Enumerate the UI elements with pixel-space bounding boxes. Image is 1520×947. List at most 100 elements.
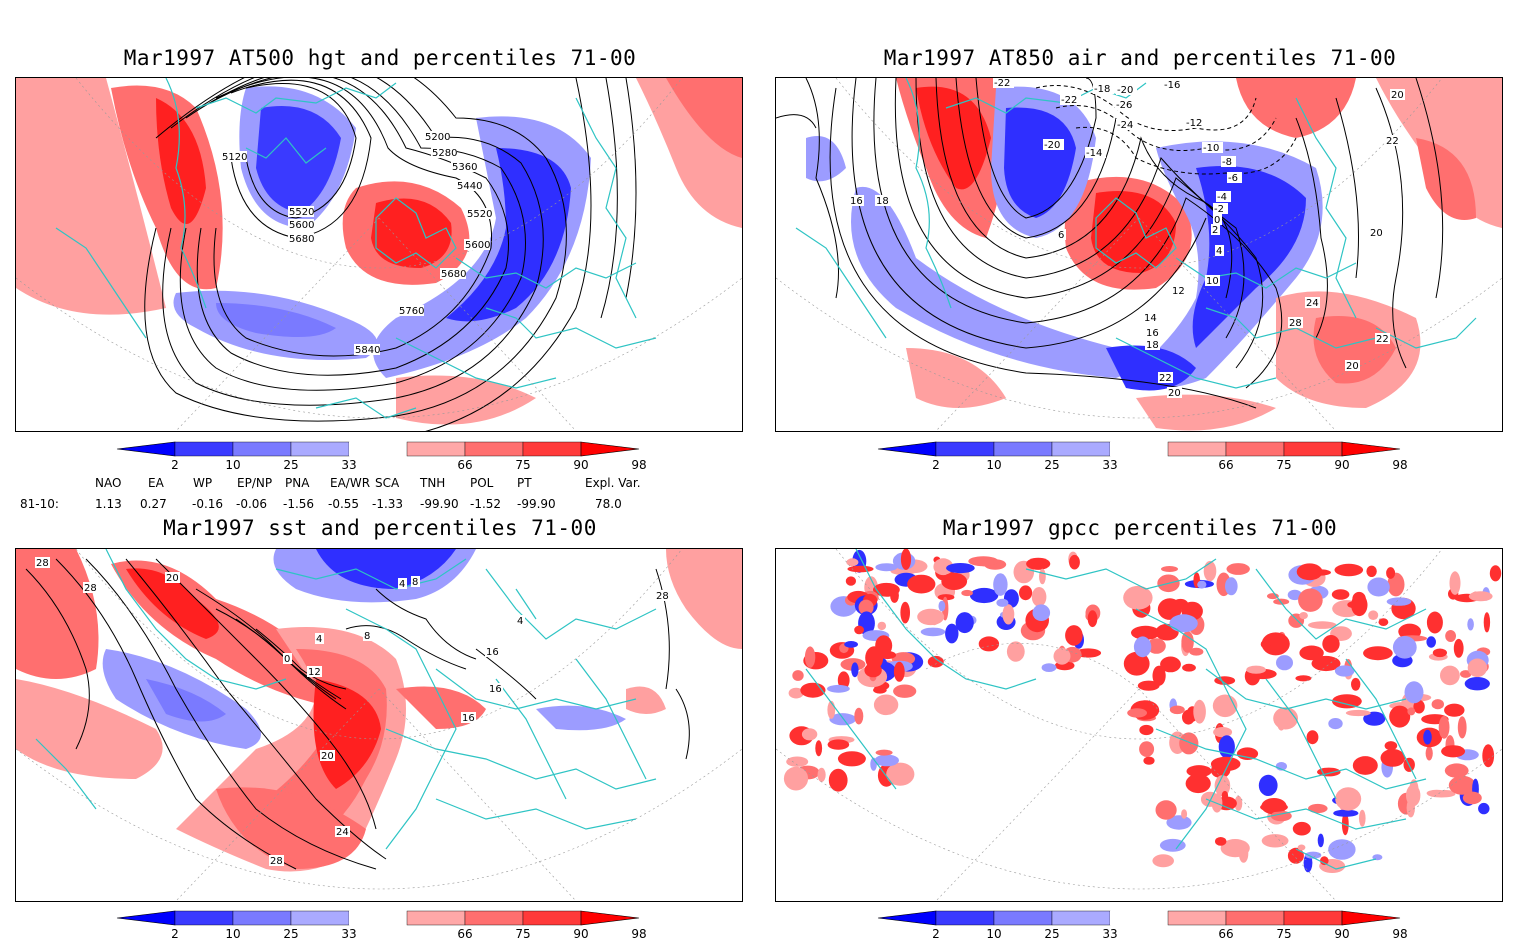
contour-label: -10 bbox=[1203, 143, 1219, 154]
contour-label: 22 bbox=[1159, 373, 1172, 384]
colorbar-segment bbox=[1110, 911, 1168, 925]
index-header: EA/WR bbox=[330, 476, 371, 490]
colorbar-hgt: 2 10 25 33 66 75 90 98 bbox=[115, 438, 647, 478]
colorbar-segment bbox=[349, 442, 407, 456]
contour-label: 6 bbox=[1058, 230, 1064, 241]
contour-label: 22 bbox=[1376, 334, 1389, 345]
colorbar-segment bbox=[935, 441, 995, 457]
colorbar-segment bbox=[232, 441, 292, 457]
contour-label: 5600 bbox=[465, 240, 490, 251]
colorbar-segment bbox=[232, 910, 292, 926]
colorbar-tick-label: 25 bbox=[283, 458, 298, 472]
contour-label: 5840 bbox=[355, 345, 380, 356]
colorbar-arrow-low bbox=[877, 910, 937, 926]
contour-label: 20 bbox=[1391, 90, 1404, 101]
colorbar-tick-label: 75 bbox=[1276, 458, 1291, 472]
contour-label: 5200 bbox=[425, 132, 450, 143]
panel-title-gpcc: Mar1997 gpcc percentiles 71-00 bbox=[942, 516, 1338, 540]
indices-row-label: 81-10: bbox=[20, 497, 59, 511]
contour-label: 5680 bbox=[441, 269, 466, 280]
index-header: PT bbox=[517, 476, 532, 490]
index-value: -99.90 bbox=[517, 497, 556, 511]
colorbar-segment bbox=[174, 910, 234, 926]
contour-label: -8 bbox=[1222, 157, 1232, 168]
index-header: Expl. Var. bbox=[585, 476, 641, 490]
contour-label: 5760 bbox=[399, 306, 424, 317]
contour-label: -4 bbox=[1217, 192, 1227, 203]
index-header: SCA bbox=[375, 476, 400, 490]
colorbar-tick-label: 10 bbox=[986, 927, 1001, 941]
colorbar-tick-label: 75 bbox=[515, 927, 530, 941]
contour-label: 28 bbox=[270, 856, 283, 867]
colorbar-segment bbox=[1110, 442, 1168, 456]
contour-label: 0 bbox=[284, 654, 290, 665]
colorbar-segment bbox=[406, 441, 466, 457]
colorbar-segment bbox=[522, 910, 582, 926]
contour-label: 16 bbox=[850, 196, 863, 207]
contour-label: 28 bbox=[36, 558, 49, 569]
contour-label: 14 bbox=[1144, 313, 1157, 324]
colorbar-segment bbox=[1225, 441, 1285, 457]
colorbar-tick-label: 66 bbox=[457, 927, 472, 941]
contour-label: 4 bbox=[1216, 246, 1222, 257]
index-value: -1.56 bbox=[283, 497, 315, 511]
colorbar-tick-label: 90 bbox=[573, 927, 588, 941]
index-value: 78.0 bbox=[595, 497, 622, 511]
index-header: POL bbox=[470, 476, 494, 490]
colorbar-tick-label: 66 bbox=[457, 458, 472, 472]
index-value: -0.06 bbox=[236, 497, 268, 511]
colorbar-segment bbox=[290, 441, 350, 457]
colorbar-segment bbox=[406, 910, 466, 926]
colorbar-gpcc: 2 10 25 33 66 75 90 98 bbox=[876, 907, 1408, 947]
colorbar-segment bbox=[993, 910, 1053, 926]
colorbar-tick-label: 10 bbox=[986, 458, 1001, 472]
colorbar-arrow-high bbox=[580, 910, 640, 926]
panel-title-air: Mar1997 AT850 air and percentiles 71-00 bbox=[883, 46, 1397, 70]
contour-label: 24 bbox=[336, 827, 349, 838]
contour-label: 20 bbox=[1370, 228, 1383, 239]
map-panel-gpcc bbox=[775, 548, 1503, 902]
contour-label: 5600 bbox=[289, 220, 314, 231]
colorbar-arrow-high bbox=[1341, 910, 1401, 926]
colorbar-tick-label: 10 bbox=[225, 927, 240, 941]
colorbar-tick-label: 25 bbox=[1044, 458, 1059, 472]
colorbar-tick-label: 33 bbox=[1102, 458, 1117, 472]
colorbar-segment bbox=[935, 910, 995, 926]
index-header: WP bbox=[193, 476, 213, 490]
index-value: -0.55 bbox=[328, 497, 360, 511]
colorbar-tick-label: 90 bbox=[1334, 458, 1349, 472]
contour-label: 20 bbox=[1168, 388, 1181, 399]
index-value: -1.52 bbox=[470, 497, 502, 511]
colorbar-tick-label: 75 bbox=[1276, 927, 1291, 941]
contour-label: 20 bbox=[1346, 361, 1359, 372]
colorbar-arrow-low bbox=[877, 441, 937, 457]
contour-label: 2 bbox=[1212, 225, 1218, 236]
map-panel-hgt: 5120 5200 5280 5360 5440 5520 5520 5600 … bbox=[15, 77, 743, 432]
contour-label: 5680 bbox=[289, 234, 314, 245]
contour-label: 5440 bbox=[457, 181, 482, 192]
contour-label: -18 bbox=[1094, 84, 1110, 95]
contour-label: 4 bbox=[316, 634, 322, 645]
contour-label: -6 bbox=[1228, 173, 1238, 184]
index-header: EA bbox=[148, 476, 164, 490]
contour-label: 8 bbox=[412, 577, 418, 588]
contour-label: 18 bbox=[1146, 340, 1159, 351]
colorbar-segment bbox=[1167, 441, 1227, 457]
colorbar-tick-label: 98 bbox=[631, 927, 646, 941]
colorbar-tick-label: 2 bbox=[932, 458, 940, 472]
panel-title-hgt: Mar1997 AT500 hgt and percentiles 71-00 bbox=[123, 46, 637, 70]
colorbar-segment bbox=[1283, 441, 1343, 457]
colorbar-tick-label: 25 bbox=[283, 927, 298, 941]
colorbar-tick-label: 2 bbox=[171, 458, 179, 472]
contour-label: 8 bbox=[364, 631, 370, 642]
colorbar-tick-label: 90 bbox=[573, 458, 588, 472]
contour-label: -24 bbox=[1117, 120, 1133, 131]
contour-label: 20 bbox=[321, 751, 334, 762]
contour-label: 22 bbox=[1386, 136, 1399, 147]
colorbar-tick-label: 98 bbox=[1392, 927, 1407, 941]
contour-label: 28 bbox=[656, 591, 669, 602]
colorbar-arrow-high bbox=[580, 441, 640, 457]
colorbar-arrow-high bbox=[1341, 441, 1401, 457]
index-header: EP/NP bbox=[237, 476, 273, 490]
colorbar-segment bbox=[464, 441, 524, 457]
